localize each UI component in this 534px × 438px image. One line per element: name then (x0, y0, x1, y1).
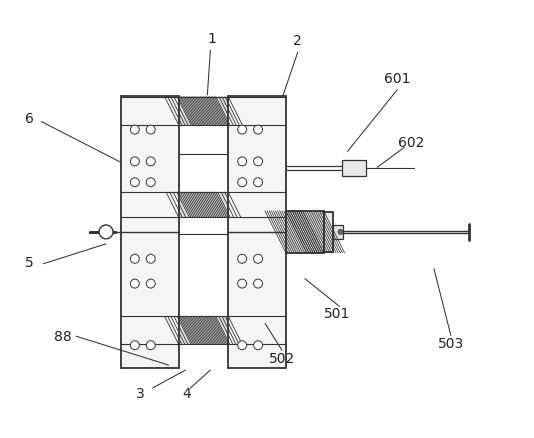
Circle shape (238, 158, 247, 166)
Text: 5: 5 (25, 255, 34, 269)
Bar (333, 226, 342, 239)
Circle shape (338, 230, 343, 235)
Bar (286, 212, 324, 253)
Circle shape (130, 126, 139, 135)
Circle shape (238, 126, 247, 135)
Circle shape (146, 254, 155, 264)
Circle shape (238, 254, 247, 264)
Bar (121, 96, 178, 368)
Circle shape (254, 254, 263, 264)
Circle shape (146, 341, 155, 350)
Circle shape (130, 178, 139, 187)
Text: 2: 2 (293, 34, 302, 48)
Circle shape (238, 279, 247, 288)
Text: 3: 3 (136, 386, 145, 400)
Circle shape (146, 158, 155, 166)
Bar (286, 212, 324, 253)
Text: 602: 602 (398, 136, 425, 150)
Circle shape (130, 279, 139, 288)
Circle shape (130, 254, 139, 264)
Bar (178, 98, 228, 125)
Text: 501: 501 (324, 307, 351, 321)
Circle shape (254, 178, 263, 187)
Circle shape (130, 341, 139, 350)
Circle shape (254, 341, 263, 350)
Bar (178, 193, 228, 218)
Circle shape (254, 279, 263, 288)
Circle shape (238, 178, 247, 187)
Text: 503: 503 (438, 336, 464, 350)
Text: 88: 88 (54, 329, 72, 343)
Text: 6: 6 (25, 111, 34, 125)
Circle shape (146, 279, 155, 288)
Circle shape (130, 158, 139, 166)
Circle shape (238, 341, 247, 350)
Text: 601: 601 (384, 72, 411, 86)
Text: 1: 1 (208, 32, 217, 46)
Text: 4: 4 (182, 386, 191, 400)
Circle shape (146, 126, 155, 135)
Circle shape (254, 126, 263, 135)
Bar (324, 212, 333, 252)
Bar (228, 96, 286, 368)
Text: 502: 502 (269, 351, 295, 365)
Bar (178, 317, 228, 344)
Circle shape (99, 226, 113, 239)
Circle shape (146, 178, 155, 187)
Bar (342, 161, 366, 177)
Circle shape (254, 158, 263, 166)
